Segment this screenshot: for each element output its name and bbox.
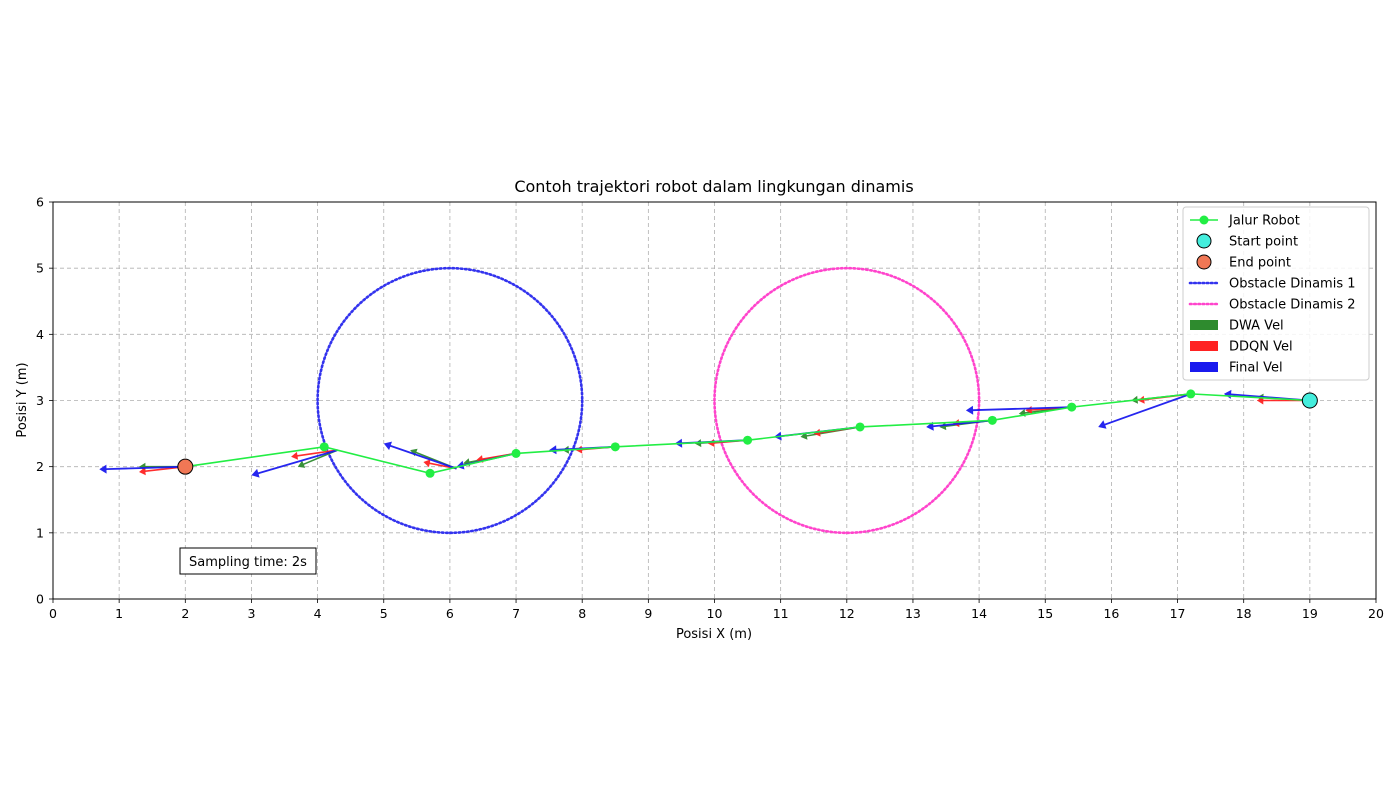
legend: Jalur Robot Start point End point Obstac… [1182,206,1370,381]
x-tick-label: 14 [971,606,987,621]
y-tick-label: 1 [36,525,44,540]
y-axis-ticks: 0 1 2 3 4 5 6 [36,195,53,607]
x-tick-label: 10 [707,606,723,621]
robot-path-point [1067,402,1077,412]
legend-entry-ddqn: DDQN Vel [1190,340,1293,355]
robot-path-point [987,415,997,425]
x-tick-label: 5 [380,606,388,621]
legend-entry-end: End point [1196,254,1291,271]
legend-entry-obstacle-1: Obstacle Dinamis 1 [1188,277,1356,292]
legend-entry-start: Start point [1196,233,1298,250]
x-axis-ticks: 0 1 2 3 4 5 6 7 8 9 10 11 12 13 14 15 16 17 18 19 20 [49,599,1384,621]
x-tick-label: 3 [247,606,255,621]
final-velocity-arrow [926,419,993,431]
sampling-annotation-text: Sampling time: 2s [189,555,307,570]
robot-path-point [1186,389,1196,399]
ddqn-velocity-arrow [1256,396,1310,405]
y-tick-label: 2 [36,459,44,474]
legend-label-start: Start point [1229,235,1298,250]
sampling-annotation: Sampling time: 2s [179,547,317,575]
x-tick-label: 15 [1037,606,1053,621]
ddqn-velocity-arrow [139,465,186,476]
obstacle-2-circle [713,266,981,535]
end-point-marker [177,458,194,475]
x-tick-label: 18 [1236,606,1252,621]
x-tick-label: 11 [773,606,789,621]
final-velocity-arrow [251,449,338,478]
velocity-arrows [99,389,1310,478]
y-tick-label: 3 [36,393,44,408]
final-velocity-arrow [99,464,186,474]
legend-label-obstacle-2: Obstacle Dinamis 2 [1229,298,1356,313]
x-tick-label: 8 [578,606,586,621]
legend-entry-obstacle-2: Obstacle Dinamis 2 [1188,298,1356,313]
x-tick-label: 1 [115,606,123,621]
ddqn-velocity-arrow [291,449,338,460]
x-axis-label: Posisi X (m) [676,627,752,642]
x-tick-label: 12 [839,606,855,621]
robot-path-point [743,435,753,445]
x-tick-label: 2 [181,606,189,621]
x-tick-label: 9 [644,606,652,621]
x-tick-label: 0 [49,606,57,621]
y-tick-label: 5 [36,261,44,276]
x-tick-label: 4 [314,606,322,621]
y-tick-label: 4 [36,327,44,342]
legend-label-end: End point [1229,256,1291,271]
obstacle-1-circle [316,266,584,535]
x-tick-label: 17 [1170,606,1186,621]
start-point-marker [1301,392,1318,409]
final-velocity-arrow [965,405,1072,415]
legend-entry-dwa: DWA Vel [1190,319,1284,334]
legend-label-ddqn: DDQN Vel [1229,340,1293,355]
x-tick-label: 19 [1302,606,1318,621]
robot-path-point [425,468,435,478]
legend-entry-final: Final Vel [1190,361,1283,376]
obstacles [316,266,981,535]
robot-path-point [511,448,521,458]
legend-label-path: Jalur Robot [1228,214,1300,229]
y-tick-label: 0 [36,592,44,607]
legend-label-dwa: DWA Vel [1229,319,1284,334]
robot-path-point [610,442,620,452]
y-axis-label: Posisi Y (m) [15,362,30,437]
chart-title: Contoh trajektori robot dalam lingkungan… [514,177,913,196]
ddqn-velocity-arrow [423,459,457,470]
robot-path-point [855,422,865,432]
x-tick-label: 16 [1103,606,1119,621]
final-velocity-arrow [1098,393,1192,429]
x-tick-label: 7 [512,606,520,621]
x-tick-label: 6 [446,606,454,621]
legend-entry-path: Jalur Robot [1190,214,1300,229]
y-tick-label: 6 [36,195,44,210]
robot-path-point [319,442,329,452]
x-tick-label: 20 [1368,606,1384,621]
final-velocity-arrow [383,441,457,470]
dwa-velocity-arrow [297,449,338,468]
x-tick-label: 13 [905,606,921,621]
plot-frame [52,201,1377,600]
legend-label-obstacle-1: Obstacle Dinamis 1 [1229,277,1356,292]
robot-path-line [185,393,1310,475]
legend-label-final: Final Vel [1229,361,1283,376]
